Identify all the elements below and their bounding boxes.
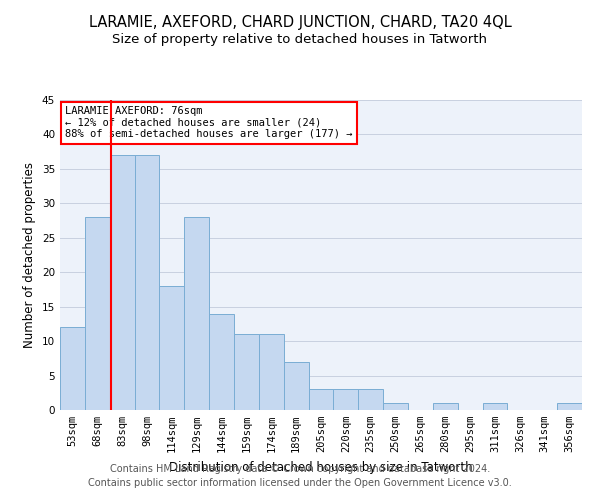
Bar xyxy=(259,334,284,410)
Bar xyxy=(284,362,308,410)
Bar xyxy=(184,217,209,410)
Text: Contains HM Land Registry data © Crown copyright and database right 2024.
Contai: Contains HM Land Registry data © Crown c… xyxy=(88,464,512,487)
Bar xyxy=(209,314,234,410)
X-axis label: Distribution of detached houses by size in Tatworth: Distribution of detached houses by size … xyxy=(169,460,473,473)
Y-axis label: Number of detached properties: Number of detached properties xyxy=(23,162,37,348)
Bar xyxy=(110,155,134,410)
Bar xyxy=(160,286,184,410)
Bar xyxy=(334,390,358,410)
Bar xyxy=(482,403,508,410)
Bar xyxy=(383,403,408,410)
Bar xyxy=(134,155,160,410)
Bar xyxy=(85,217,110,410)
Bar xyxy=(308,390,334,410)
Text: LARAMIE AXEFORD: 76sqm
← 12% of detached houses are smaller (24)
88% of semi-det: LARAMIE AXEFORD: 76sqm ← 12% of detached… xyxy=(65,106,353,140)
Bar xyxy=(433,403,458,410)
Bar xyxy=(234,334,259,410)
Bar xyxy=(60,328,85,410)
Text: Size of property relative to detached houses in Tatworth: Size of property relative to detached ho… xyxy=(113,32,487,46)
Bar xyxy=(358,390,383,410)
Bar xyxy=(557,403,582,410)
Text: LARAMIE, AXEFORD, CHARD JUNCTION, CHARD, TA20 4QL: LARAMIE, AXEFORD, CHARD JUNCTION, CHARD,… xyxy=(89,15,511,30)
